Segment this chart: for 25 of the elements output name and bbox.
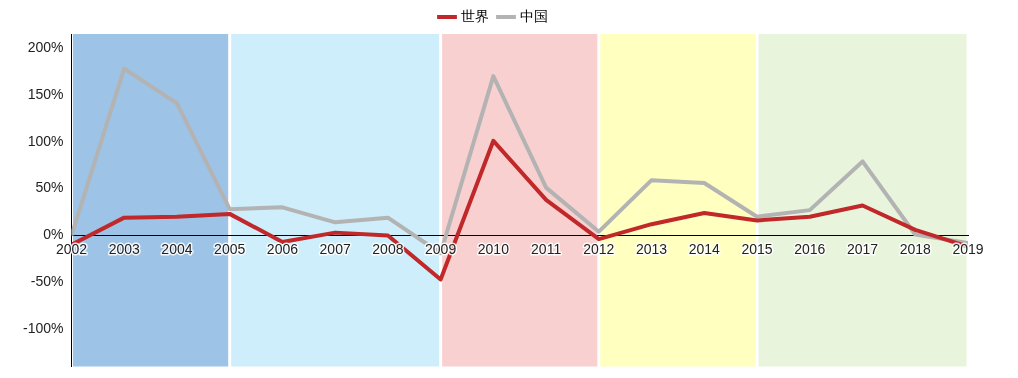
legend-label: 世界 [461, 7, 489, 24]
x-tick-label: 2006 [266, 241, 299, 258]
y-tick-label: 50% [35, 179, 64, 196]
y-tick-label: -50% [30, 273, 64, 290]
x-tick-label: 2011 [531, 241, 562, 258]
x-tick-label: 2004 [161, 241, 193, 258]
x-tick-label: 2010 [477, 241, 510, 258]
x-tick-label: 2019 [952, 241, 984, 258]
x-tick-label: 2008 [372, 241, 404, 258]
y-tick-label: 200% [27, 38, 64, 55]
x-tick-label: 2005 [214, 241, 246, 258]
y-tick-label: 0% [43, 226, 64, 243]
x-tick-label: 2018 [899, 241, 932, 258]
x-tick-label: 2003 [108, 241, 140, 258]
x-tick-label: 2015 [741, 241, 773, 258]
y-tick-label: 150% [27, 85, 64, 102]
legend-label: 中国 [520, 7, 548, 24]
y-tick-label: 100% [27, 132, 64, 149]
x-tick-label: 2017 [846, 241, 879, 258]
x-tick-label: 2013 [636, 241, 668, 258]
x-tick-label: 2007 [319, 241, 351, 258]
x-tick-label: 2016 [794, 241, 826, 258]
y-tick-label: -100% [23, 319, 64, 336]
x-tick-label: 2014 [688, 241, 721, 258]
x-tick-label: 2012 [583, 241, 615, 258]
